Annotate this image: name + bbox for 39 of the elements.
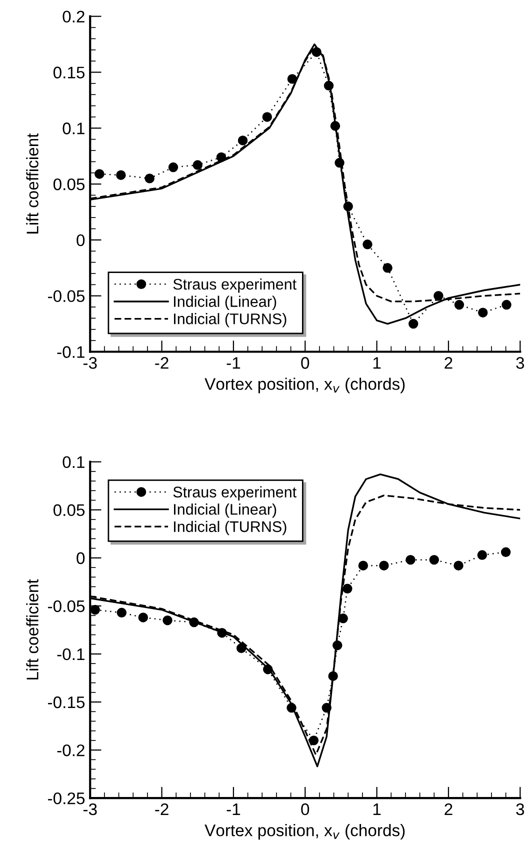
x-tick-label: 1	[373, 804, 381, 816]
y-tick-label: -0.15	[48, 696, 85, 708]
y-tick-label: -0.2	[57, 744, 84, 756]
legend-label: Indicial (TURNS)	[174, 313, 286, 328]
x-tick-label: 0	[301, 357, 310, 369]
legend-label: Indicial (TURNS)	[174, 520, 286, 536]
x-tick-label: -1	[226, 804, 240, 816]
x-tick-label: 2	[444, 357, 452, 369]
legend-label: Indicial (Linear)	[174, 504, 276, 518]
y-tick-label: 0.05	[53, 178, 85, 190]
y-tick-label: -0.05	[48, 290, 85, 302]
x-axis-title: Vortex position, x$_{v}$ (chords)	[204, 824, 405, 840]
y-tick-label: 0.1	[62, 456, 84, 468]
x-axis-title: Vortex position, x$_{v}$ (chords)	[204, 378, 405, 394]
y-tick-label: 0	[76, 234, 85, 246]
legend-label: Straus experiment	[173, 486, 296, 501]
x-tick-label: -2	[155, 357, 168, 369]
legend-label: Straus experiment	[173, 278, 296, 293]
x-tick-label: -1	[226, 357, 240, 369]
y-tick-label: 0.15	[53, 66, 85, 78]
y-tick-label: 0	[76, 552, 85, 564]
legend-label: Indicial (Linear)	[174, 296, 276, 310]
y-tick-label: 0.2	[62, 10, 84, 23]
x-tick-label: 0	[301, 803, 310, 816]
y-tick-label: -0.1	[57, 648, 84, 660]
y-axis-title: Lift coefficient	[26, 579, 38, 680]
x-tick-label: 1	[373, 357, 381, 369]
x-tick-label: 3	[516, 357, 524, 369]
y-tick-label: 0.05	[53, 504, 85, 516]
y-tick-label: -0.05	[48, 600, 85, 612]
x-tick-label: -2	[155, 803, 168, 816]
y-axis-title: Lift coefficient	[26, 133, 38, 234]
x-tick-label: -3	[83, 803, 97, 816]
x-tick-label: -3	[83, 357, 97, 369]
x-tick-label: 3	[516, 803, 524, 816]
y-tick-label: -0.25	[48, 792, 85, 804]
y-tick-label: -0.1	[57, 346, 84, 358]
x-tick-label: 2	[444, 803, 452, 816]
y-tick-label: 0.1	[62, 122, 84, 134]
